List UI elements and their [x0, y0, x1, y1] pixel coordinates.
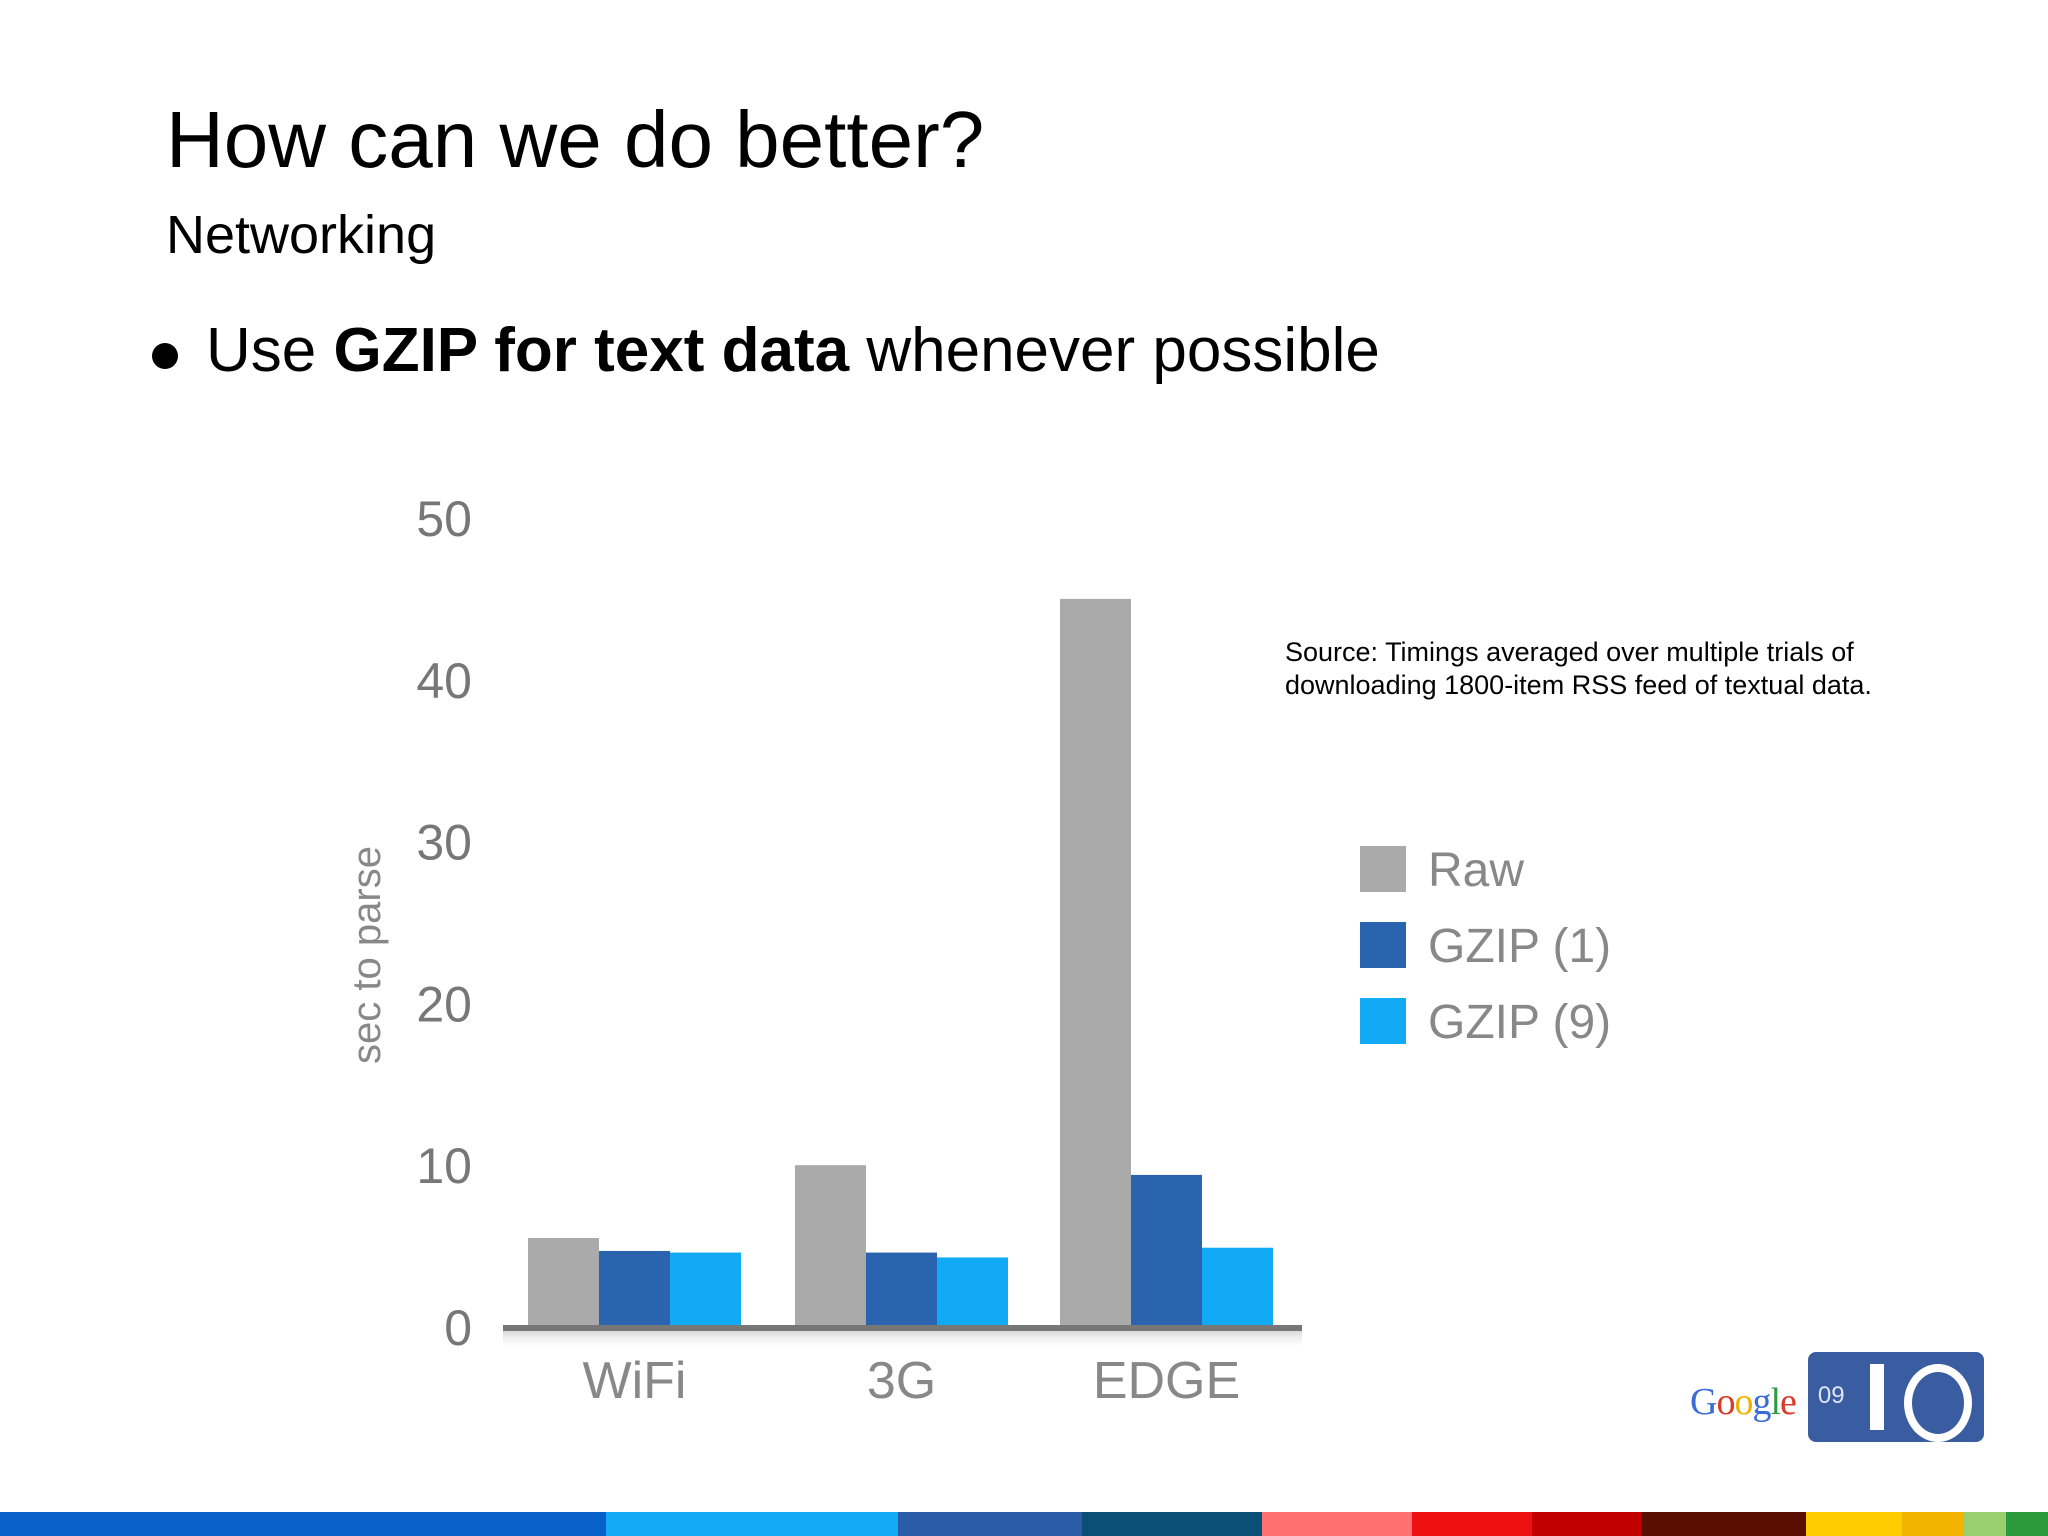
bar-edge-gzip9: [1202, 1247, 1273, 1327]
slide-subtitle: Networking: [166, 205, 437, 265]
x-axis-line: [503, 1325, 1302, 1331]
y-tick-label: 0: [444, 1300, 472, 1356]
footer-color-segment: [606, 1512, 898, 1536]
google-letter: o: [1734, 1381, 1753, 1423]
axis-shadow: [503, 1330, 1302, 1350]
bullet-prefix: Use: [206, 316, 334, 385]
footer-color-segment: [1532, 1512, 1642, 1536]
legend-label: Raw: [1428, 844, 1524, 897]
footer-color-segment: [0, 1512, 300, 1536]
google-letter: o: [1716, 1381, 1735, 1423]
io-o-shape: [1903, 1364, 1972, 1442]
legend-swatch: [1360, 922, 1406, 968]
x-category-label: EDGE: [1093, 1352, 1240, 1410]
footer-color-segment: [1082, 1512, 1262, 1536]
google-io-logo: Google 09: [1690, 1352, 1986, 1442]
footer-color-segment: [1642, 1512, 1806, 1536]
footer-color-segment: [1902, 1512, 1964, 1536]
bar-3g-gzip9: [937, 1257, 1008, 1327]
slide-title: How can we do better?: [166, 95, 985, 184]
bullet-text: Use GZIP for text data whenever possible: [206, 320, 1380, 382]
y-tick-label: 10: [416, 1138, 472, 1194]
footer-color-segment: [1412, 1512, 1532, 1536]
bar-wifi-gzip9: [670, 1252, 741, 1327]
legend-swatch: [1360, 846, 1406, 892]
footer-color-bar: [0, 1512, 2048, 1536]
x-category-label: 3G: [867, 1352, 936, 1410]
bar-wifi-gzip1: [599, 1250, 670, 1327]
google-wordmark: Google: [1690, 1380, 1797, 1424]
y-tick-label: 30: [416, 815, 472, 871]
io-badge: 09: [1807, 1352, 1984, 1442]
footer-color-segment: [300, 1512, 606, 1536]
bar-wifi-raw: [528, 1238, 599, 1327]
bullet-point: Use GZIP for text data whenever possible: [152, 320, 1380, 382]
bullet-suffix: whenever possible: [849, 316, 1380, 385]
source-line-1: Source: Timings averaged over multiple t…: [1285, 637, 1854, 667]
io-year: 09: [1817, 1382, 1845, 1409]
google-letter: G: [1690, 1381, 1717, 1423]
footer-color-segment: [1964, 1512, 2006, 1536]
bullet-bold: GZIP for text data: [333, 316, 850, 385]
y-tick-label: 20: [416, 976, 472, 1032]
y-axis-title: sec to parse: [345, 846, 389, 1064]
legend-label: GZIP (1): [1428, 920, 1611, 973]
bar-edge-raw: [1060, 598, 1131, 1327]
source-note: Source: Timings averaged over multiple t…: [1285, 636, 2005, 702]
y-tick-label: 50: [416, 491, 472, 547]
bar-edge-gzip1: [1131, 1174, 1202, 1327]
x-category-label: WiFi: [583, 1352, 687, 1410]
footer-color-segment: [1262, 1512, 1412, 1536]
legend-label: GZIP (9): [1428, 996, 1611, 1049]
legend-swatch: [1360, 998, 1406, 1044]
google-letter: g: [1752, 1381, 1771, 1423]
bar-3g-raw: [795, 1165, 866, 1327]
google-letter: e: [1780, 1381, 1797, 1423]
y-tick-label: 40: [416, 653, 472, 709]
footer-color-segment: [898, 1512, 1082, 1536]
footer-color-segment: [2006, 1512, 2048, 1536]
source-line-2: downloading 1800-item RSS feed of textua…: [1285, 670, 1872, 700]
google-letter: l: [1770, 1381, 1781, 1423]
bullet-dot-icon: [152, 343, 178, 369]
io-i-shape: [1869, 1364, 1884, 1430]
bar-3g-gzip1: [866, 1252, 937, 1327]
footer-color-segment: [1806, 1512, 1902, 1536]
